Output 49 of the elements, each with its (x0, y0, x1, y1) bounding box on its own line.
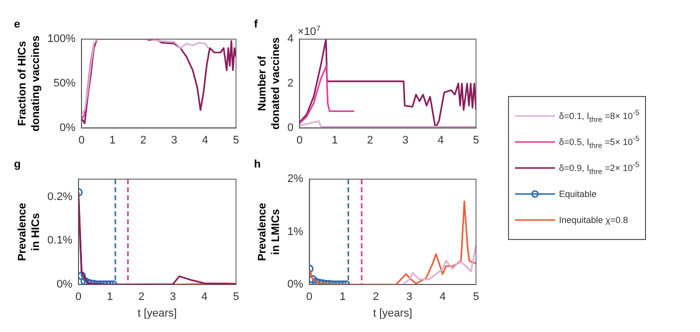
y-tick-label: 2 (287, 78, 294, 90)
legend-label: δ=0.5, I$_{thre}$ =5× 10$^{-5}$ (559, 134, 640, 150)
x-tick-label: 2 (367, 134, 374, 146)
legend-label: δ=0.9, I$_{thre}$ =2× 10$^{-5}$ (559, 160, 640, 176)
legend-label: δ=0.1, I$_{thre}$ =8× 10$^{-5}$ (559, 108, 640, 124)
chart-title: h (254, 158, 261, 171)
y-tick-label: 0% (60, 122, 76, 134)
chart-title: f (254, 18, 258, 31)
legend-label: Inequitable χ=0.8 (559, 215, 628, 225)
y-tick-label: 0% (56, 278, 73, 291)
x-tick-label: 3 (406, 291, 412, 304)
y-axis-title: Prevalence in HICs (16, 202, 42, 261)
x-tick-label: 5 (232, 134, 240, 146)
y-axis-title: Prevalence in LMICs (256, 202, 282, 261)
x-tick-label: 5 (232, 291, 240, 304)
chart-title: g (14, 158, 21, 171)
y-tick-label: 50% (54, 78, 76, 90)
x-tick-label: 4 (201, 291, 208, 304)
x-tick-label: 4 (438, 134, 444, 146)
x-axis-title: t [years] (373, 307, 412, 320)
y-axis-title: Fraction of HICs donating vaccines (16, 36, 42, 132)
x-tick-label: 3 (170, 291, 176, 304)
x-tick-label: 2 (140, 134, 146, 146)
x-tick-label: 0 (306, 291, 312, 304)
x-tick-label: 2 (138, 291, 145, 304)
y-tick-label: 2% (287, 173, 304, 186)
x-tick-label: 1 (332, 134, 338, 146)
y-tick-label: 4 (287, 33, 294, 46)
x-tick-label: 3 (402, 134, 408, 146)
x-tick-label: 1 (340, 291, 346, 304)
x-tick-label: 2 (372, 291, 380, 304)
x-tick-label: 5 (472, 291, 480, 304)
x-tick-label: 1 (109, 134, 116, 146)
x-tick-label: 5 (472, 134, 480, 146)
y-tick-label: 1% (287, 226, 304, 238)
legend-label: Equitable (559, 189, 597, 199)
x-tick-label: 3 (171, 134, 178, 146)
chart-title: e (14, 18, 20, 31)
y-tick-label: 100% (47, 33, 76, 46)
y-axis-title: Number of donated vaccines (256, 37, 282, 130)
x-tick-label: 4 (202, 134, 208, 146)
x-tick-label: 1 (106, 291, 114, 304)
x-tick-label: 0 (78, 134, 85, 146)
y-tick-label: 0% (287, 278, 304, 291)
y-tick-label: 0.1% (47, 234, 73, 247)
y-tick-label: 0.2% (47, 190, 73, 203)
x-tick-label: 4 (440, 291, 446, 304)
y-tick-label: 0 (287, 122, 294, 134)
x-axis-title: t [years] (138, 307, 177, 320)
